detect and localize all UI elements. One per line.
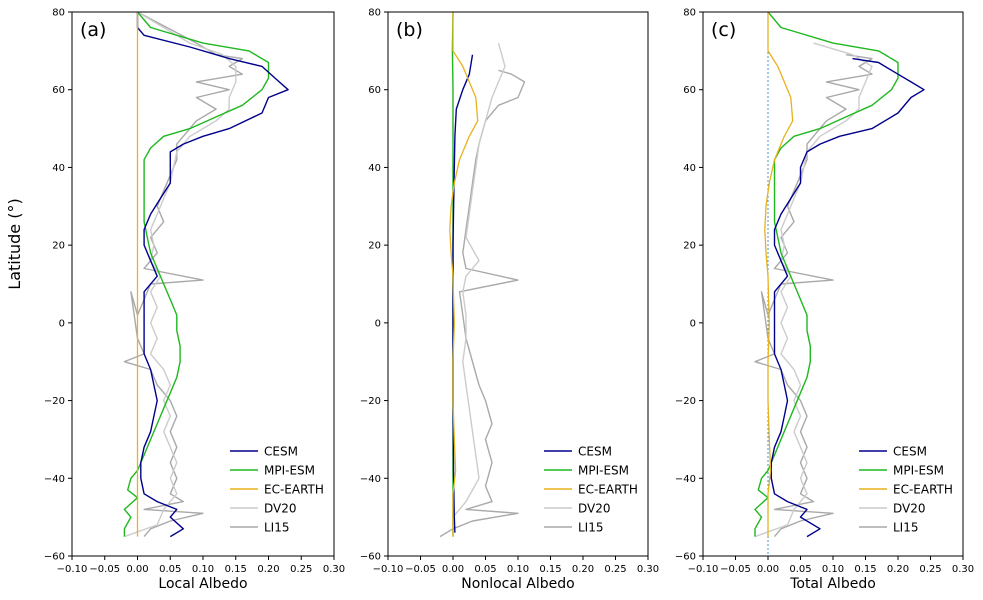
legend-label-mpi-esm: MPI-ESM: [578, 464, 629, 478]
x-tick-label: 0.25: [290, 564, 312, 575]
y-tick-label: −40: [44, 474, 65, 485]
series-line-li15: [123, 12, 243, 538]
series-line-dv20: [754, 42, 873, 538]
x-tick-label: 0.05: [159, 564, 181, 575]
y-tick-label: −40: [360, 474, 381, 485]
x-tick-label: 0.00: [126, 564, 148, 575]
y-tick-label: 20: [368, 241, 381, 252]
y-tick-label: 40: [368, 163, 381, 174]
legend-label-cesm: CESM: [893, 445, 927, 459]
legend-label-dv20: DV20: [578, 502, 611, 516]
y-tick-label: 80: [52, 8, 65, 19]
x-tick-label: −0.10: [688, 564, 719, 575]
y-tick-label: 80: [368, 8, 381, 19]
x-tick-label: 0.20: [257, 564, 279, 575]
y-tick-label: 0: [690, 318, 696, 329]
y-tick-label: 40: [52, 163, 65, 174]
y-tick-label: 0: [59, 318, 65, 329]
y-tick-label: −20: [44, 396, 65, 407]
x-tick-label: 0.00: [442, 564, 464, 575]
legend-label-dv20: DV20: [264, 502, 297, 516]
legend-label-ec-earth: EC-EARTH: [893, 483, 953, 497]
panel-1: −0.10 −0.05 0.00 0.05 0.10 0.15 0.20 0.25 0.30 −6…: [44, 8, 345, 593]
y-tick-label: 60: [683, 85, 696, 96]
x-tick-label: 0.10: [192, 564, 214, 575]
x-tick-label: −0.10: [57, 564, 88, 575]
series-group: [439, 12, 526, 538]
y-tick-label: −20: [675, 396, 696, 407]
figure-ylabel: Latitude (°): [5, 198, 24, 289]
y-tick-label: 20: [52, 241, 65, 252]
series-group: [123, 12, 289, 538]
x-tick-label: 0.20: [572, 564, 594, 575]
series-line-cesm: [770, 57, 925, 538]
series-line-mpi-esm: [123, 12, 270, 537]
x-tick-label: 0.15: [854, 564, 876, 575]
legend-label-mpi-esm: MPI-ESM: [893, 464, 944, 478]
x-tick-label: 0.10: [507, 564, 529, 575]
legend-label-mpi-esm: MPI-ESM: [264, 464, 315, 478]
legend-label-li15: LI15: [893, 521, 919, 535]
x-tick-label: 0.30: [952, 564, 974, 575]
x-tick-label: 0.05: [789, 564, 811, 575]
panel-label: (a): [80, 19, 106, 41]
y-tick-label: 60: [52, 85, 65, 96]
legend-label-dv20: DV20: [893, 502, 926, 516]
series-group: [754, 12, 925, 538]
y-tick-label: −20: [360, 396, 381, 407]
x-tick-label: 0.30: [323, 564, 345, 575]
y-tick-label: −60: [675, 552, 696, 563]
x-tick-label: −0.10: [373, 564, 404, 575]
y-tick-label: −40: [675, 474, 696, 485]
x-axis-label: Nonlocal Albedo: [461, 576, 574, 592]
x-tick-label: 0.15: [539, 564, 561, 575]
legend: CESM MPI-ESM EC-EARTH DV20 LI15: [859, 445, 953, 535]
legend-label-li15: LI15: [264, 521, 290, 535]
x-tick-label: −0.05: [89, 564, 120, 575]
x-tick-label: 0.05: [474, 564, 496, 575]
x-tick-label: 0.15: [225, 564, 247, 575]
y-tick-label: −60: [360, 552, 381, 563]
x-tick-label: −0.05: [405, 564, 436, 575]
x-tick-label: 0.00: [757, 564, 779, 575]
legend-label-ec-earth: EC-EARTH: [578, 483, 638, 497]
y-tick-label: 0: [375, 318, 381, 329]
panel-label: (c): [711, 19, 736, 41]
series-line-ec-earth: [764, 12, 794, 537]
legend-label-li15: LI15: [578, 521, 604, 535]
legend-label-cesm: CESM: [264, 445, 298, 459]
x-tick-label: 0.25: [919, 564, 941, 575]
x-tick-label: 0.10: [822, 564, 844, 575]
y-tick-label: 80: [683, 8, 696, 19]
series-line-cesm: [136, 12, 289, 538]
y-tick-label: −60: [44, 552, 65, 563]
panel-3: −0.10 −0.05 0.00 0.05 0.10 0.15 0.20 0.25 0.30 −6…: [675, 8, 974, 593]
legend-label-cesm: CESM: [578, 445, 612, 459]
series-line-cesm: [452, 54, 474, 533]
series-line-li15: [439, 69, 526, 538]
x-tick-label: −0.05: [720, 564, 751, 575]
x-axis-label: Total Albedo: [789, 576, 876, 592]
panel-2: −0.10 −0.05 0.00 0.05 0.10 0.15 0.20 0.25 0.30 −6…: [360, 8, 659, 593]
x-tick-label: 0.30: [637, 564, 659, 575]
series-line-li15: [754, 54, 873, 538]
y-tick-label: 40: [683, 163, 696, 174]
legend-label-ec-earth: EC-EARTH: [264, 483, 324, 497]
x-tick-label: 0.25: [604, 564, 626, 575]
x-tick-label: 0.20: [887, 564, 909, 575]
legend: CESM MPI-ESM EC-EARTH DV20 LI15: [544, 445, 638, 535]
series-line-mpi-esm: [754, 12, 899, 537]
series-line-ec-earth: [449, 12, 479, 537]
panel-label: (b): [396, 19, 423, 41]
legend: CESM MPI-ESM EC-EARTH DV20 LI15: [230, 445, 324, 535]
y-tick-label: 20: [683, 241, 696, 252]
series-line-dv20: [452, 42, 506, 518]
y-tick-label: 60: [368, 85, 381, 96]
x-axis-label: Local Albedo: [158, 576, 247, 592]
